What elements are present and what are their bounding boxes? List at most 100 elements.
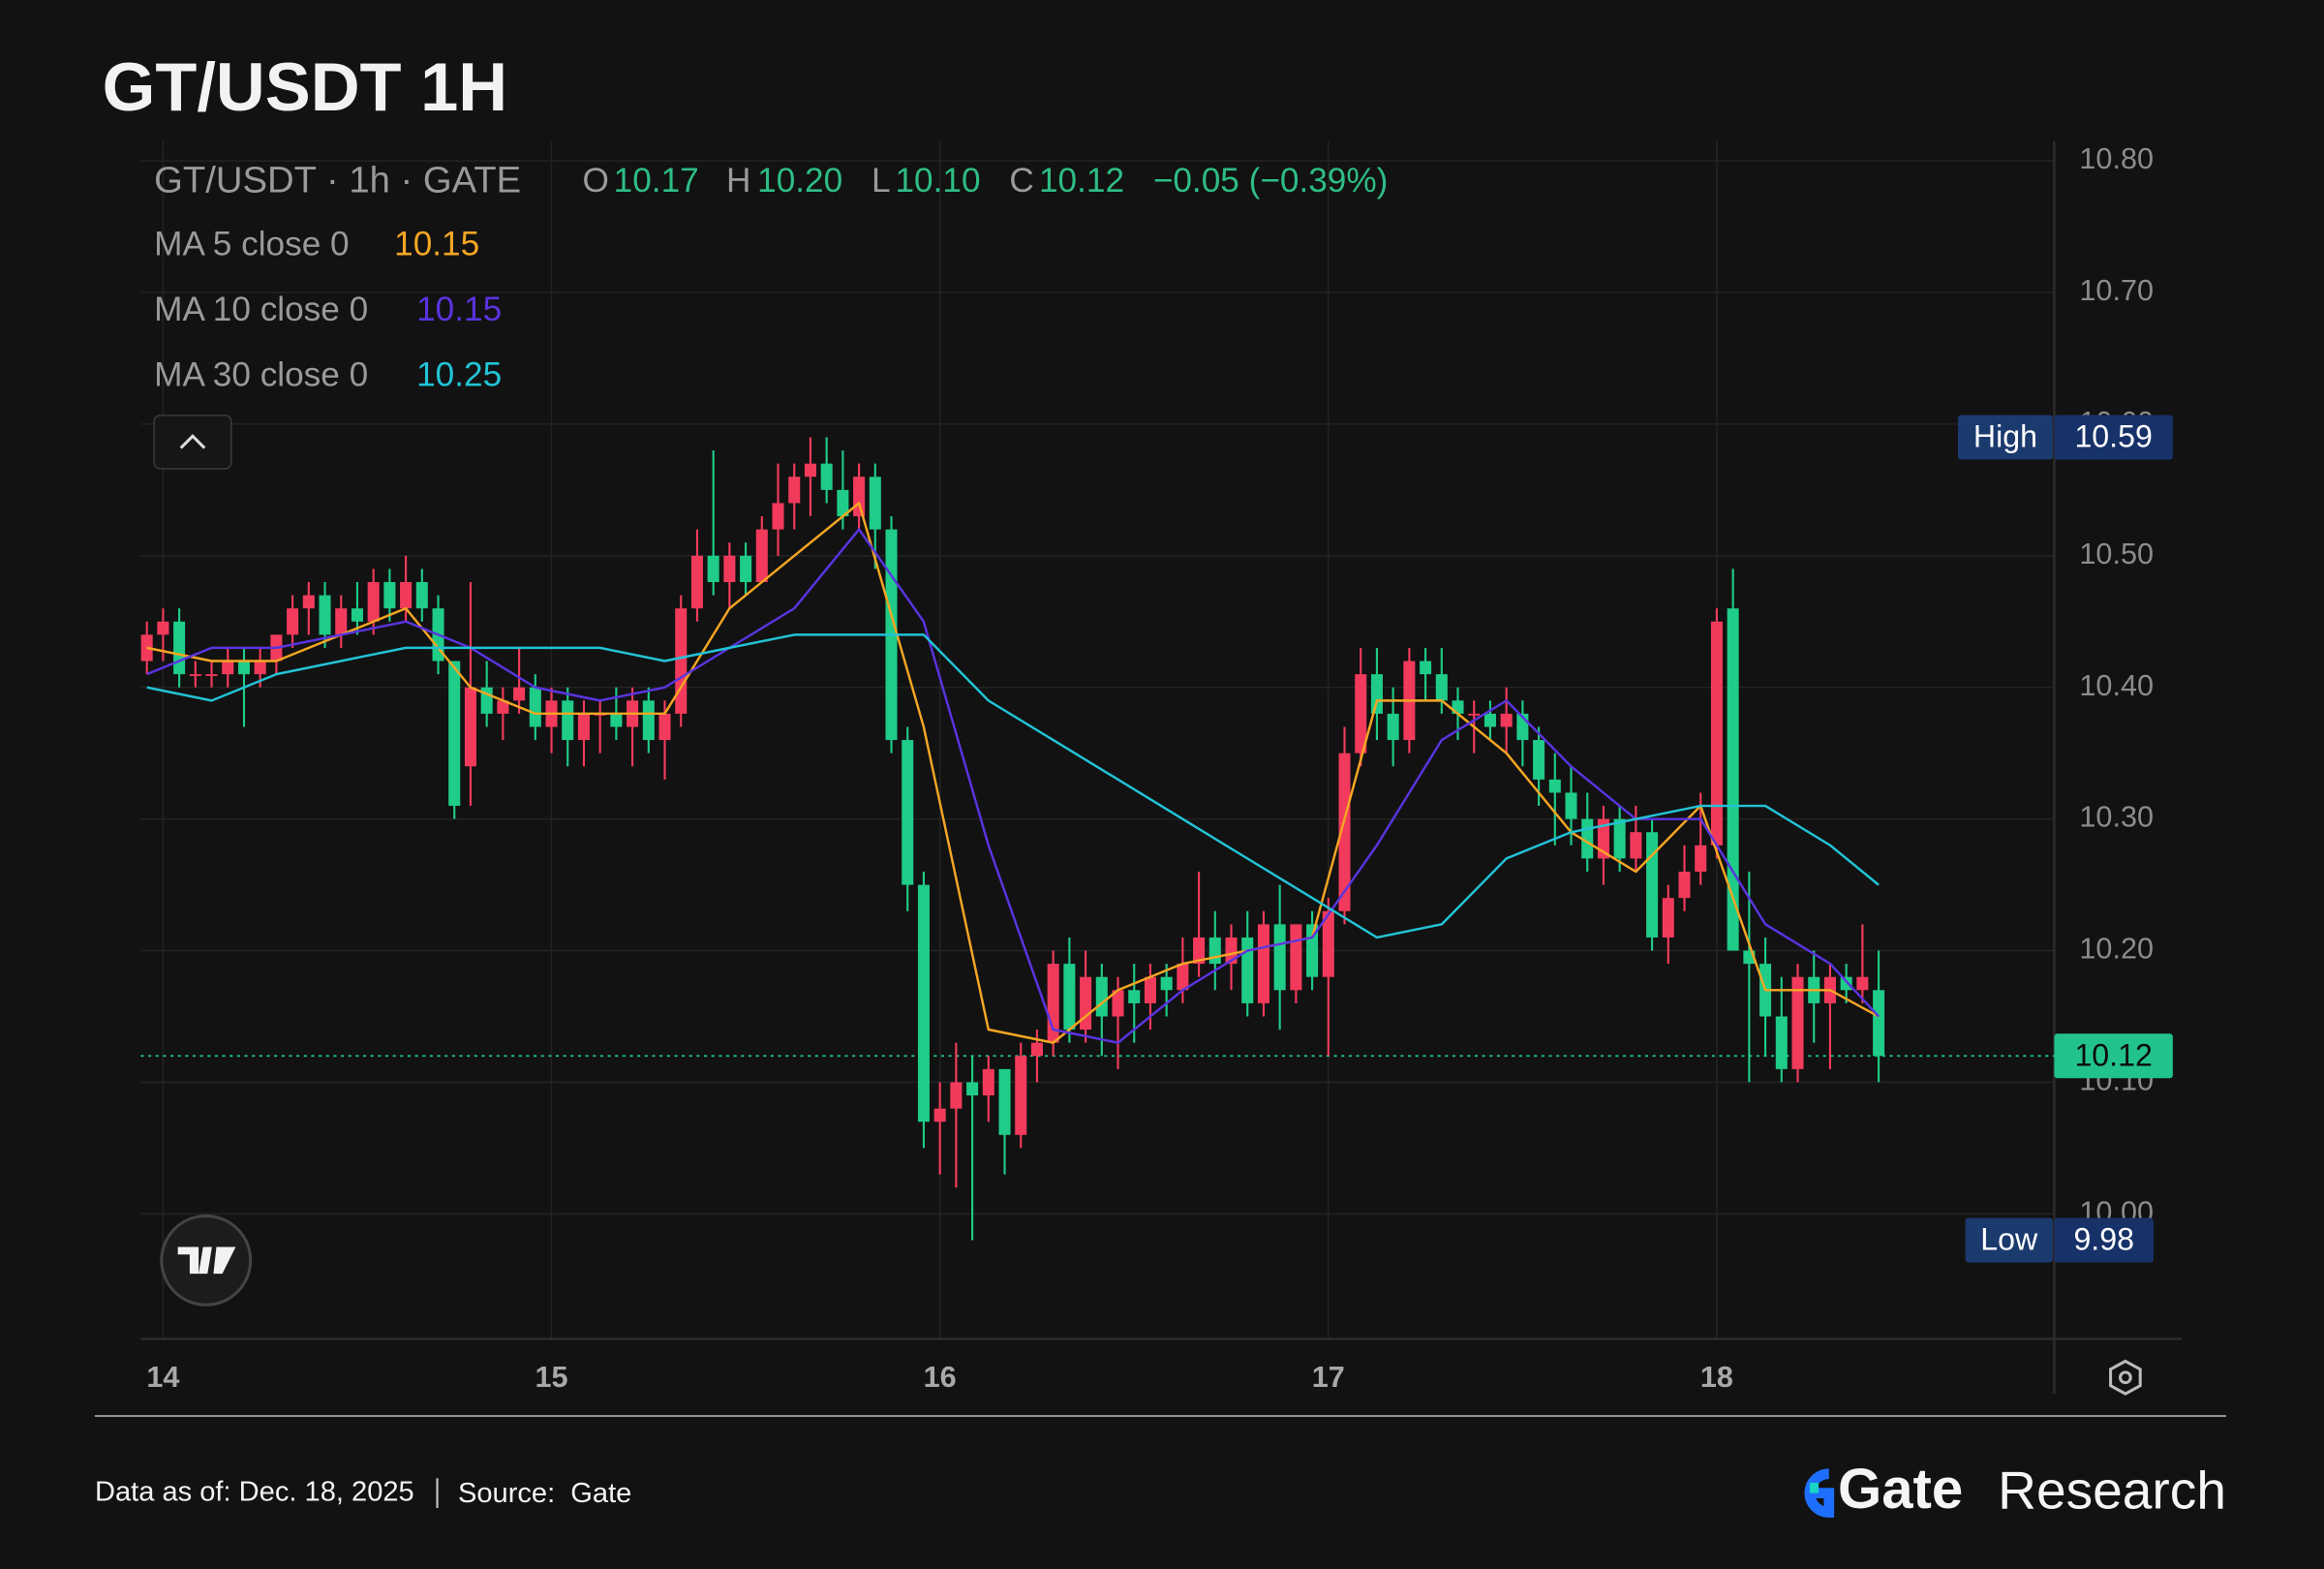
high-badge-value-bg xyxy=(2054,415,2173,460)
legend-value: 10.25 xyxy=(416,355,502,393)
footer-date: Data as of: Dec. 18, 2025 xyxy=(95,1476,414,1507)
candle-body xyxy=(1015,1056,1027,1135)
x-tick-label: 15 xyxy=(535,1361,567,1394)
candle-body xyxy=(755,529,768,582)
candle-body xyxy=(448,661,461,807)
candle-body xyxy=(804,463,816,477)
candle-body xyxy=(1483,713,1496,727)
candle-body xyxy=(513,687,526,701)
x-tick-label: 14 xyxy=(146,1361,179,1394)
y-tick-label: 10.30 xyxy=(2079,801,2154,834)
legend-label: MA 5 close 0 xyxy=(154,226,349,263)
candle-body xyxy=(1144,976,1156,1003)
y-tick-label: 10.50 xyxy=(2079,538,2154,570)
candle-body xyxy=(1468,713,1481,716)
candle-body xyxy=(1112,990,1124,1017)
candle-body xyxy=(1435,674,1448,701)
candle-body xyxy=(820,463,833,490)
candle-body xyxy=(658,713,671,741)
candle-body xyxy=(982,1068,994,1096)
candle-body xyxy=(1225,937,1238,965)
candle-body xyxy=(1533,740,1545,780)
candle-body xyxy=(966,1082,979,1096)
candle-body xyxy=(302,595,315,609)
candle-body xyxy=(1338,753,1351,911)
ohlc-key: L xyxy=(872,162,891,200)
ohlc-key: C xyxy=(1009,162,1033,200)
ohlc-value: 10.20 xyxy=(757,162,842,200)
candle-body xyxy=(157,621,169,635)
candle-body xyxy=(902,740,914,885)
candle-body xyxy=(1597,818,1609,859)
candle-body xyxy=(400,581,413,609)
candle-body xyxy=(933,1108,946,1123)
candle-body xyxy=(383,581,396,609)
candle-body xyxy=(335,608,348,635)
legend: GT/USDT · 1h · GATE O 10.17 H 10.20 L 10… xyxy=(153,160,2173,1396)
candle-body xyxy=(788,477,801,504)
ma-line xyxy=(146,528,1880,1044)
candle-body xyxy=(1160,976,1173,991)
candle-body xyxy=(675,608,688,714)
candle-body xyxy=(1548,779,1561,793)
candle-body xyxy=(1662,898,1674,938)
candle-body xyxy=(1387,713,1399,741)
candle-body xyxy=(1420,661,1432,675)
candle-body xyxy=(1370,674,1383,714)
candle-body xyxy=(1695,845,1707,872)
candle-body xyxy=(917,884,930,1123)
footer-source: Gate xyxy=(570,1478,631,1509)
candle-body xyxy=(319,595,331,635)
candle-body xyxy=(222,661,234,675)
candle-body xyxy=(577,713,590,741)
candle-body xyxy=(740,555,752,582)
candle-body xyxy=(1646,832,1659,938)
x-tick-label: 17 xyxy=(1312,1361,1345,1394)
low-badge-value: 9.98 xyxy=(2073,1222,2134,1257)
low-badge-value-bg xyxy=(2054,1217,2154,1263)
candle-body xyxy=(367,581,380,622)
chevron-icon xyxy=(179,434,206,449)
candle-body xyxy=(237,661,250,675)
candle-body xyxy=(189,674,201,676)
high-badge-value: 10.59 xyxy=(2074,419,2152,454)
ohlc-value: 10.12 xyxy=(1039,162,1124,200)
candle-body xyxy=(1775,1016,1788,1069)
candle-body xyxy=(529,687,541,727)
candle-body xyxy=(1128,990,1141,1003)
candle-body xyxy=(1500,713,1513,727)
collapse-button[interactable] xyxy=(153,415,232,470)
candle-body xyxy=(690,555,703,609)
candle-body xyxy=(1613,818,1626,859)
brand-suffix: Research xyxy=(1998,1461,2226,1521)
candle-body xyxy=(1095,976,1108,1017)
candle-body xyxy=(1273,924,1286,991)
candle-body xyxy=(1873,990,1885,1057)
settings-icon[interactable] xyxy=(2109,1359,2142,1396)
candle-body xyxy=(1856,976,1869,991)
candle-body xyxy=(610,713,623,727)
candle-body xyxy=(1710,621,1723,846)
footer-source-label: Source: xyxy=(458,1478,555,1509)
legend-label: MA 10 close 0 xyxy=(154,291,368,328)
candle-body xyxy=(950,1082,963,1109)
candle-body xyxy=(869,477,881,530)
candle-body xyxy=(1630,832,1642,859)
ohlc-key: O xyxy=(583,162,609,200)
candle-body xyxy=(497,700,509,714)
ohlc-value: 10.17 xyxy=(614,162,699,200)
symbol: GT/USDT · 1h · GATE xyxy=(154,160,521,201)
candle-body xyxy=(464,687,476,767)
y-tick-label: 10.20 xyxy=(2079,933,2154,966)
legend-label: MA 30 close 0 xyxy=(154,355,368,393)
candle-body xyxy=(1355,674,1367,754)
brand-icon-accent xyxy=(1809,1482,1819,1493)
candle-body xyxy=(723,555,736,582)
candle-body xyxy=(707,555,719,582)
candle-body xyxy=(173,621,186,675)
candle-body xyxy=(415,581,428,609)
y-tick-label: 10.70 xyxy=(2079,274,2154,307)
chart-title: GT/USDT 1H xyxy=(103,48,507,125)
candle-body xyxy=(1257,924,1269,1003)
